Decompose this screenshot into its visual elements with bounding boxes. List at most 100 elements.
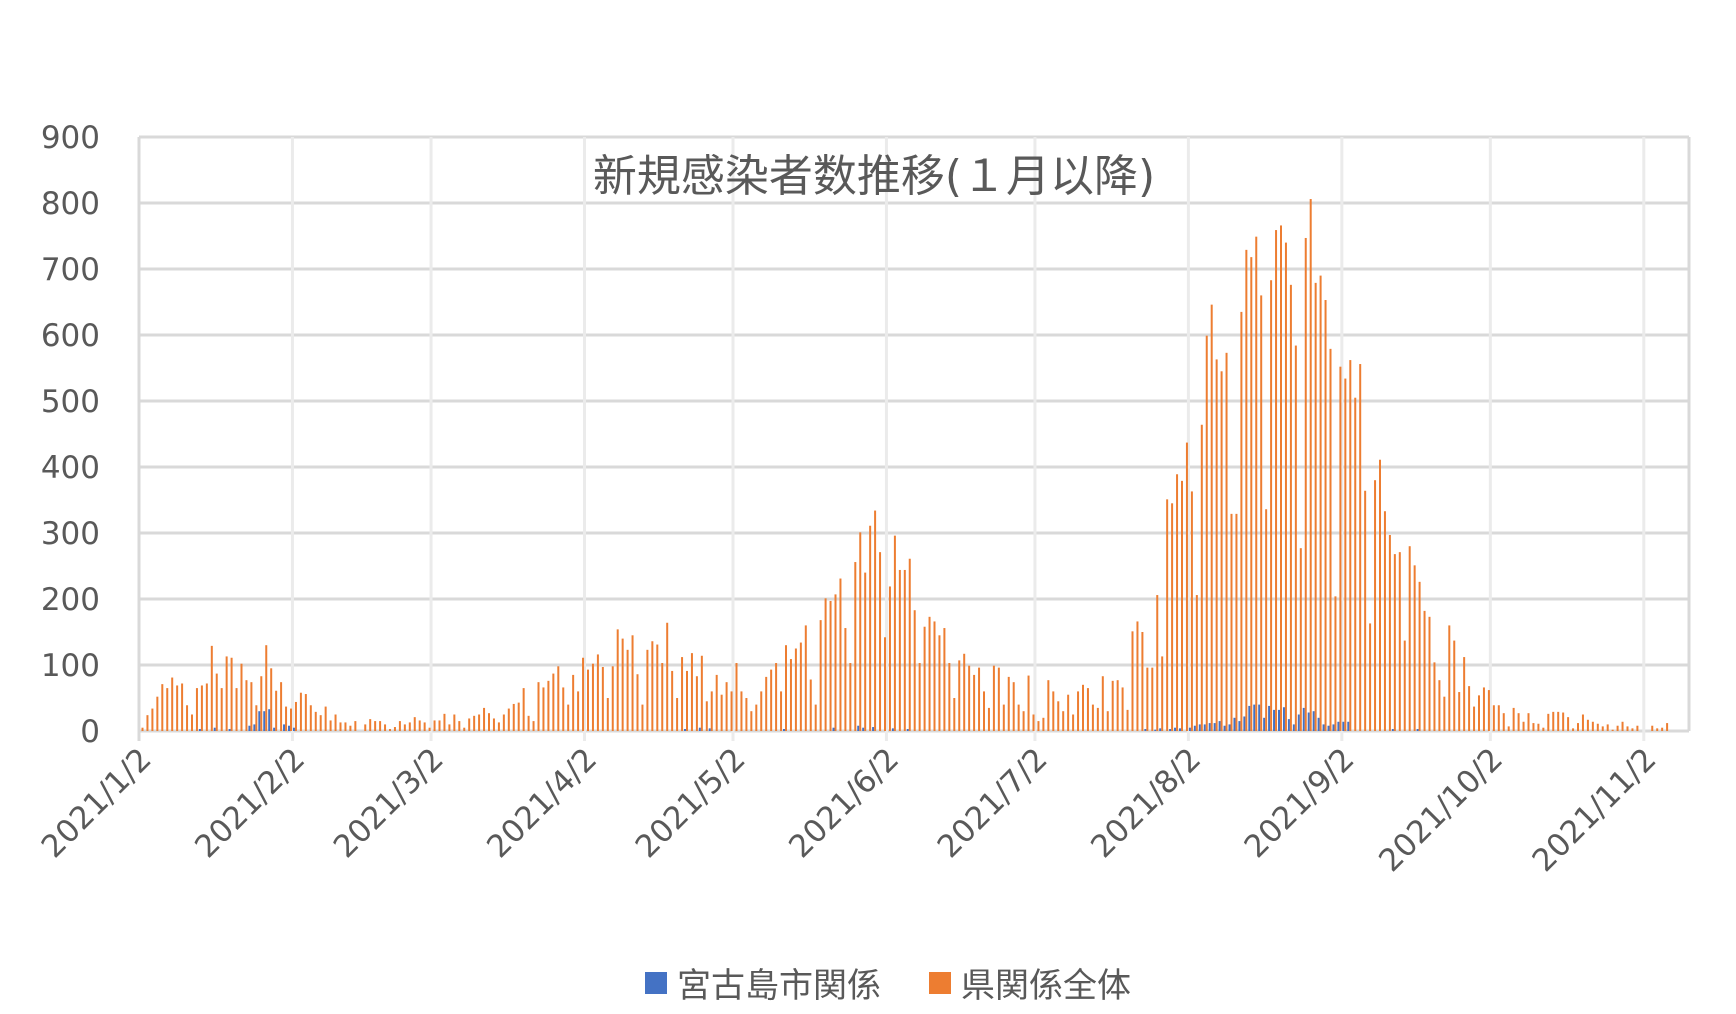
x-tick-label: 2021/8/2 xyxy=(1084,741,1208,865)
bar-miyakojima xyxy=(273,727,276,731)
bar-miyakojima xyxy=(1144,729,1147,731)
legend-label: 県関係全体 xyxy=(961,966,1131,1006)
bar-prefecture xyxy=(1181,480,1183,731)
bar-miyakojima xyxy=(708,728,711,731)
bar-prefecture xyxy=(819,620,822,731)
bar-miyakojima xyxy=(258,711,261,731)
bar-miyakojima xyxy=(283,724,286,731)
bar-prefecture xyxy=(978,667,981,731)
bar-prefecture xyxy=(478,714,481,731)
bar-miyakojima xyxy=(288,725,290,731)
bar-prefecture xyxy=(1433,662,1436,731)
bar-prefecture xyxy=(1012,682,1015,731)
bar-prefecture xyxy=(923,626,926,731)
bar-prefecture xyxy=(968,665,971,731)
bar-prefecture xyxy=(1631,728,1634,731)
bar-miyakojima xyxy=(1228,724,1231,731)
bar-prefecture xyxy=(1265,509,1268,731)
bar-prefecture xyxy=(903,569,906,731)
bar-prefecture xyxy=(1047,680,1050,731)
bar-prefecture xyxy=(1497,705,1500,731)
bar-prefecture xyxy=(1250,257,1253,731)
bar-prefecture xyxy=(1052,691,1055,731)
bar-prefecture xyxy=(1042,717,1045,731)
bar-prefecture xyxy=(720,694,723,731)
bar-prefecture xyxy=(220,688,223,731)
bar-prefecture xyxy=(304,694,307,731)
bar-prefecture xyxy=(349,725,352,731)
bar-prefecture xyxy=(1284,242,1287,731)
bar-prefecture xyxy=(1552,711,1555,731)
bar-prefecture xyxy=(1210,304,1213,731)
bar-prefecture xyxy=(1329,348,1332,731)
bar-prefecture xyxy=(393,727,396,731)
bar-prefecture xyxy=(567,704,570,731)
bar-prefecture xyxy=(166,688,169,731)
bar-miyakojima xyxy=(1253,704,1256,731)
y-tick-label: 0 xyxy=(80,714,100,750)
bar-prefecture xyxy=(265,645,268,731)
bar-prefecture xyxy=(844,628,847,731)
bar-prefecture xyxy=(656,644,659,731)
bar-prefecture xyxy=(329,720,332,731)
bar-prefecture xyxy=(1388,534,1391,731)
bar-miyakojima xyxy=(1337,721,1340,731)
bar-prefecture xyxy=(557,666,560,731)
bar-miyakojima xyxy=(1258,704,1261,731)
bar-prefecture xyxy=(1517,713,1520,731)
bar-prefecture xyxy=(1146,667,1149,731)
bar-prefecture xyxy=(507,708,510,731)
bar-prefecture xyxy=(1438,680,1441,731)
x-tick-label: 2021/4/2 xyxy=(480,741,604,865)
bar-prefecture xyxy=(973,674,976,731)
bar-miyakojima xyxy=(1263,717,1266,731)
bar-prefecture xyxy=(1022,711,1025,731)
bar-miyakojima xyxy=(1159,728,1162,731)
bar-prefecture xyxy=(384,724,387,731)
bar-miyakojima xyxy=(1342,721,1345,731)
bar-miyakojima xyxy=(872,727,875,731)
bar-prefecture xyxy=(884,637,886,731)
bar-miyakojima xyxy=(1179,728,1181,731)
bar-miyakojima xyxy=(862,727,865,731)
bar-prefecture xyxy=(626,649,629,731)
bar-prefecture xyxy=(374,721,377,731)
y-tick-label: 200 xyxy=(41,582,100,618)
bar-prefecture xyxy=(1230,513,1233,731)
bar-prefecture xyxy=(1537,723,1540,731)
bar-miyakojima xyxy=(1203,724,1206,731)
bar-prefecture xyxy=(983,691,985,731)
bar-prefecture xyxy=(1463,657,1466,731)
bar-prefecture xyxy=(191,714,193,731)
bar-prefecture xyxy=(1309,199,1312,732)
bar-prefecture xyxy=(780,691,783,731)
bar-prefecture xyxy=(596,654,599,731)
bar-prefecture xyxy=(1324,300,1327,731)
bar-prefecture xyxy=(963,653,966,731)
bar-prefecture xyxy=(542,687,545,731)
bar-prefecture xyxy=(1354,397,1357,731)
bar-miyakojima xyxy=(1297,714,1300,731)
bar-prefecture xyxy=(740,691,743,731)
y-tick-label: 700 xyxy=(41,252,100,288)
bar-prefecture xyxy=(1131,631,1134,731)
chart-title: 新規感染者数推移(１月以降) xyxy=(592,151,1156,202)
bar-prefecture xyxy=(379,721,382,731)
bar-prefecture xyxy=(527,715,530,731)
legend-swatch-blue xyxy=(645,971,667,994)
bar-prefecture xyxy=(1626,726,1629,731)
bar-prefecture xyxy=(1418,581,1421,731)
bar-prefecture xyxy=(1661,727,1664,731)
bar-prefecture xyxy=(275,690,278,731)
bar-prefecture xyxy=(488,713,490,731)
x-tick-label: 2021/6/2 xyxy=(782,741,906,865)
bar-prefecture xyxy=(1032,714,1035,731)
bar-prefecture xyxy=(1492,705,1495,731)
bar-miyakojima xyxy=(1391,729,1394,731)
bar-prefecture xyxy=(587,669,589,731)
bar-miyakojima xyxy=(253,724,256,731)
bar-miyakojima xyxy=(213,727,216,731)
bar-prefecture xyxy=(1379,459,1381,731)
bar-prefecture xyxy=(958,660,961,731)
